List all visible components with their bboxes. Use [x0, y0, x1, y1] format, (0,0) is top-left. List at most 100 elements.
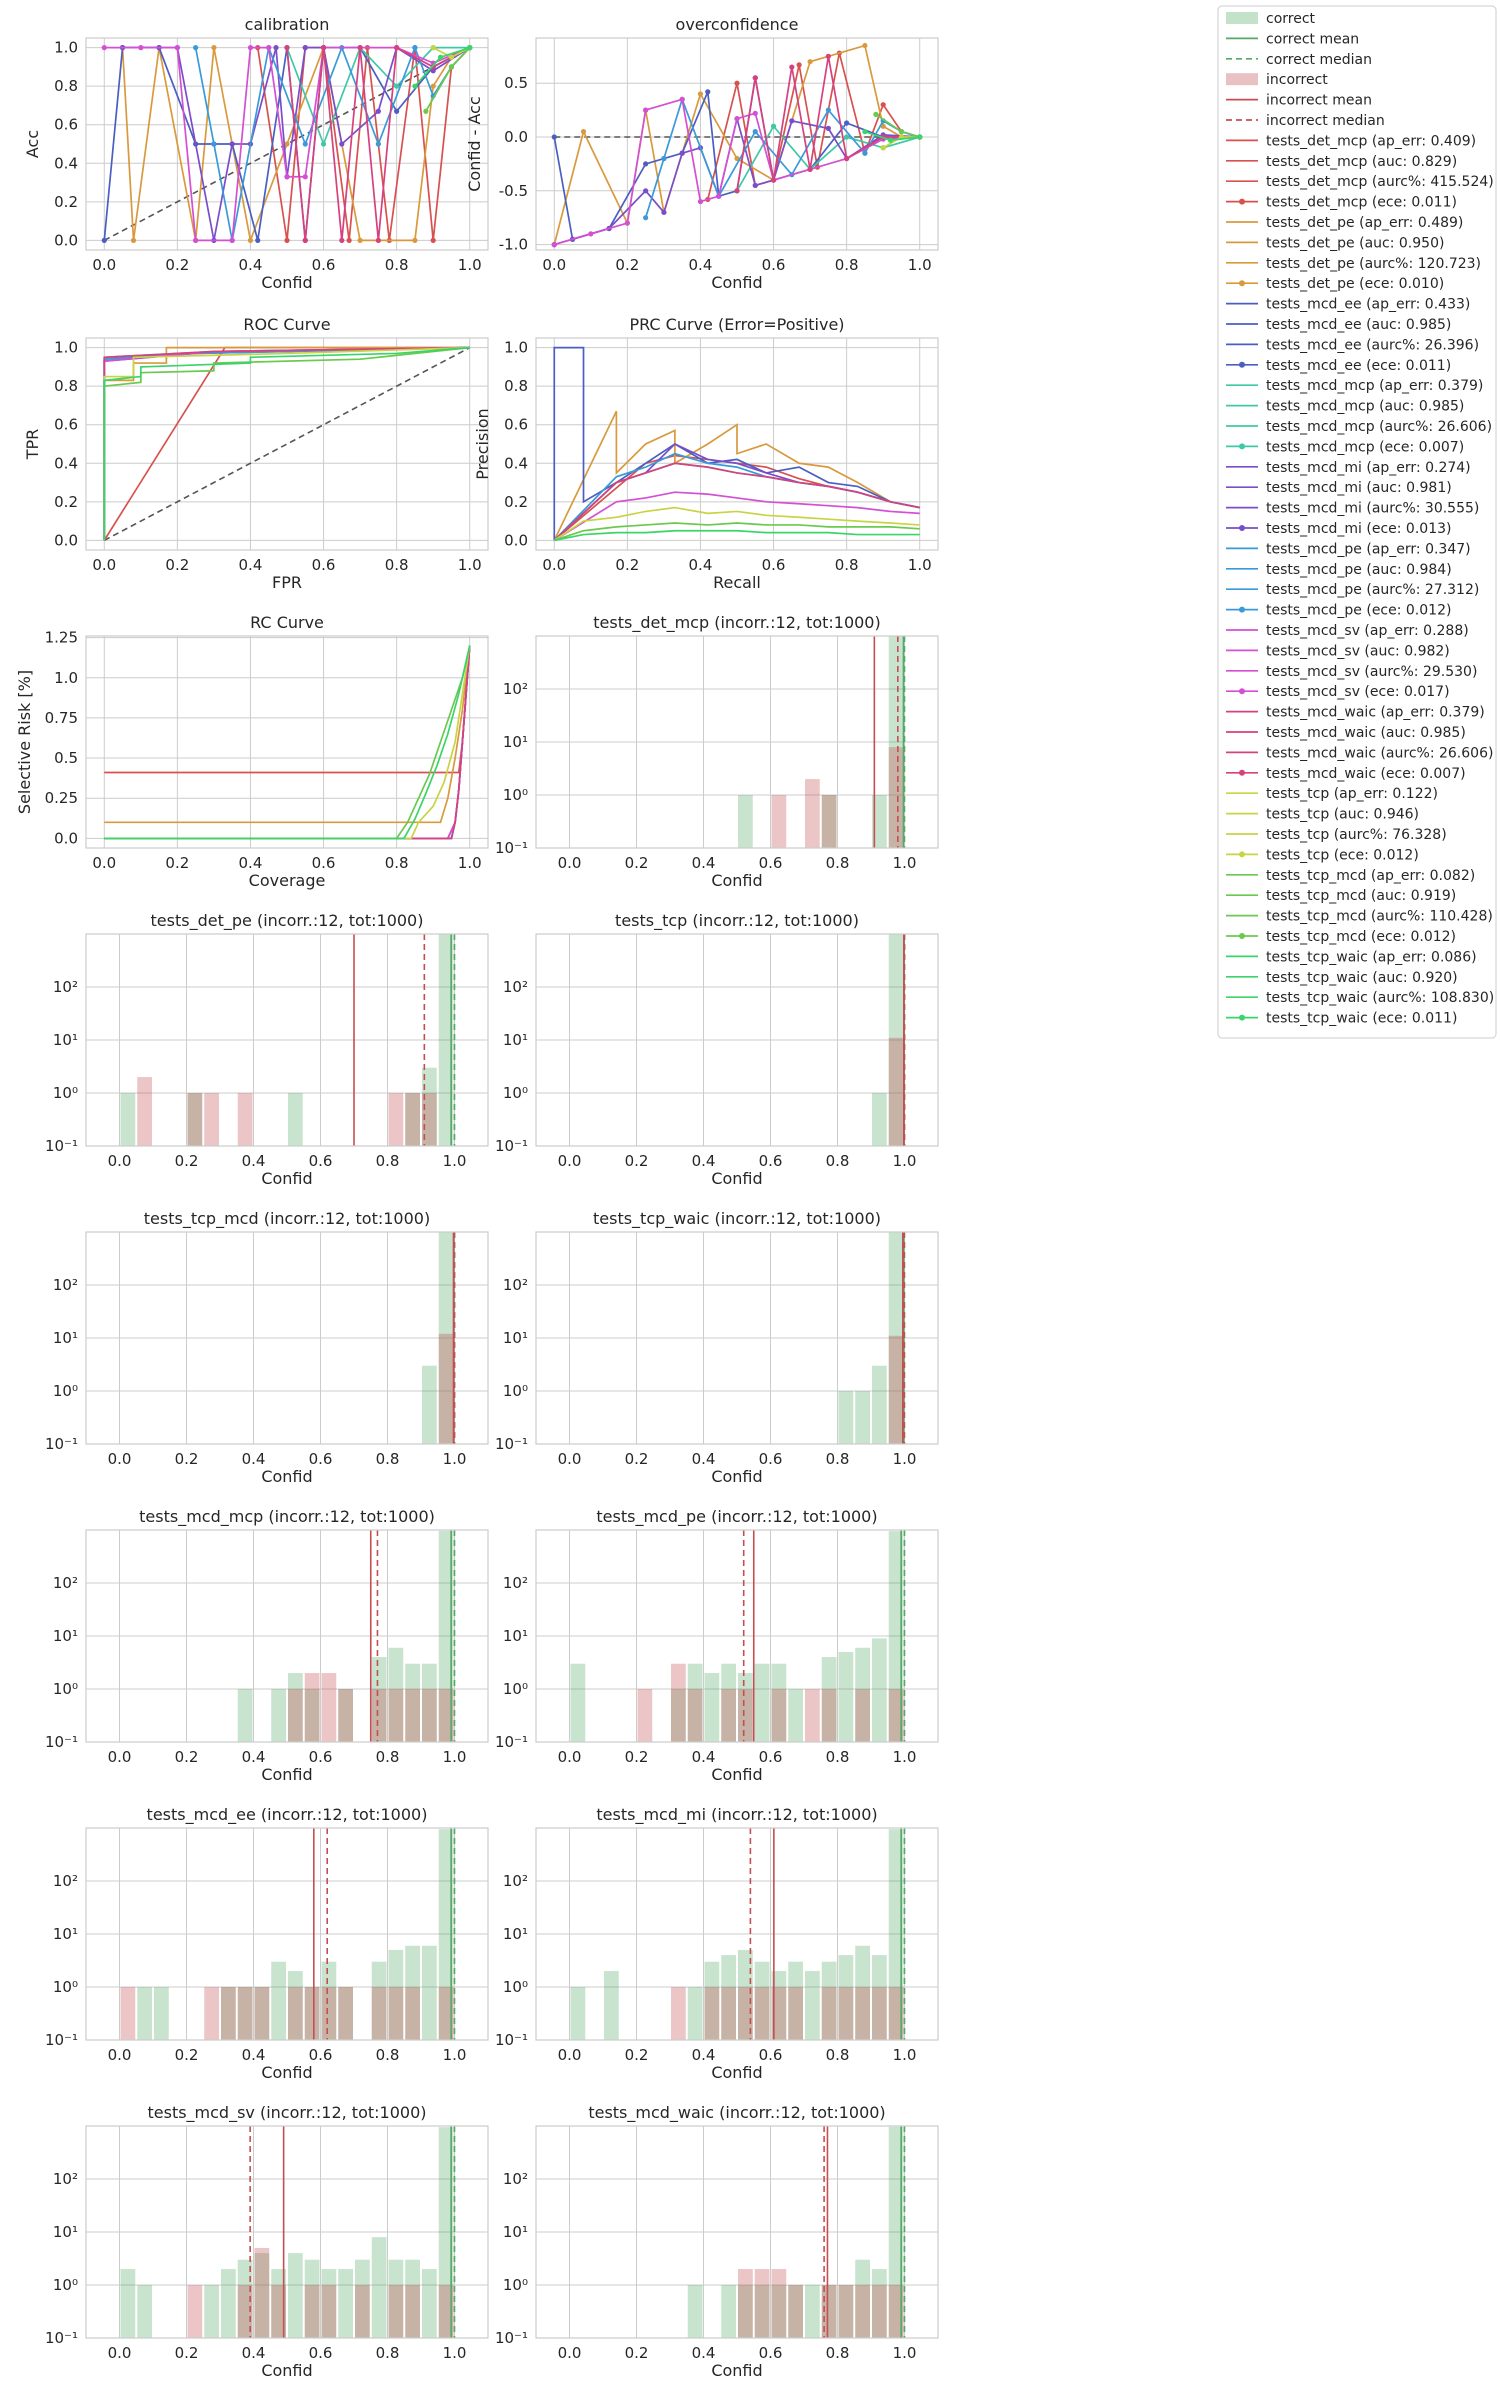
- bar-correct: [704, 1673, 720, 1742]
- legend-entry: tests_tcp (ece: 0.012): [1226, 847, 1419, 863]
- series-point-mcd_pe: [211, 141, 217, 147]
- y-tick-label: 10⁰: [53, 1978, 78, 1996]
- x-tick-label: 0.0: [558, 1450, 582, 1468]
- y-tick-label: 10¹: [53, 2223, 78, 2241]
- bar-correct: [838, 1955, 854, 2040]
- bar-correct: [288, 2253, 303, 2338]
- subplot-3: 0.0 0.2 0.4 0.6 0.8 1.0 0.0 0.2 0.4 0.6 0.8 1.0 PRC …: [473, 315, 939, 592]
- bar-incorrect: [872, 2285, 887, 2338]
- series-point-mcd_pe: [375, 141, 381, 147]
- series-point-tcp_mcd: [423, 108, 429, 114]
- series-point-mcd_waic: [320, 45, 327, 51]
- y-tick-label: 10¹: [503, 2223, 528, 2241]
- y-tick-label: 10⁻¹: [495, 2031, 528, 2049]
- x-tick-label: 0.0: [108, 2046, 132, 2064]
- bar-correct: [738, 2285, 753, 2338]
- bar-correct: [687, 1663, 703, 1742]
- legend-entry: tests_det_pe (auc: 0.950): [1226, 235, 1444, 251]
- bar-incorrect: [838, 2285, 854, 2338]
- plot-area: [553, 346, 920, 542]
- series-point-tcp_waic: [917, 134, 923, 140]
- bar-incorrect: [888, 1689, 904, 1742]
- legend-label: tests_mcd_mi (ece: 0.013): [1266, 521, 1451, 537]
- bar-incorrect: [855, 2285, 870, 2338]
- bar-incorrect: [738, 2269, 753, 2338]
- x-tick-label: 0.6: [759, 1450, 783, 1468]
- series-point-mcd_pe: [825, 107, 831, 113]
- y-tick-label: 10⁻¹: [45, 1733, 78, 1751]
- bar-correct: [738, 795, 753, 848]
- x-tick-label: 0.6: [759, 2344, 783, 2362]
- bar-correct: [872, 1093, 887, 1146]
- series-line-mcd_waic: [553, 462, 920, 541]
- series-point-det_mcp: [284, 237, 290, 243]
- bar-correct: [821, 795, 837, 848]
- x-tick-label: 0.6: [759, 1152, 783, 1170]
- series-point-mcd_sv: [643, 107, 649, 113]
- y-tick-label: 1.0: [54, 39, 78, 57]
- bar-correct: [288, 1971, 303, 2040]
- series-point-tcp_waic: [412, 83, 418, 89]
- series-point-mcd_waic: [807, 166, 813, 172]
- x-tick-label: 0.4: [242, 1450, 266, 1468]
- bar-correct: [187, 1093, 203, 1146]
- bar-correct: [438, 934, 454, 1146]
- legend-label: tests_mcd_ee (ap_err: 0.433): [1266, 297, 1470, 313]
- y-tick-label: 1.0: [54, 669, 78, 687]
- bar-correct: [237, 1987, 253, 2040]
- x-axis-label: Confid: [711, 1169, 762, 1188]
- bar-correct: [120, 2269, 136, 2338]
- bar-correct: [254, 1987, 270, 2040]
- x-tick-label: 0.4: [692, 2344, 716, 2362]
- x-tick-label: 0.0: [542, 556, 566, 574]
- bar-correct: [271, 2269, 286, 2338]
- y-tick-label: 0.8: [54, 77, 78, 95]
- x-tick-label: 0.4: [239, 854, 263, 872]
- legend-entry: tests_mcd_waic (ap_err: 0.379): [1226, 705, 1485, 721]
- bar-incorrect: [771, 1987, 787, 2040]
- series-point-det_pe: [412, 237, 418, 243]
- legend-label: correct median: [1266, 52, 1372, 68]
- series-point-mcd_sv: [284, 174, 290, 180]
- x-tick-label: 0.4: [242, 2344, 266, 2362]
- series-point-mcd_mi: [643, 188, 649, 194]
- y-tick-label: 0.6: [504, 416, 528, 434]
- bar-incorrect: [855, 1987, 870, 2040]
- series-point-mcd_waic: [284, 45, 290, 51]
- x-tick-label: 0.2: [175, 1748, 199, 1766]
- legend-label: correct mean: [1266, 31, 1359, 47]
- x-tick-label: 0.6: [309, 1450, 333, 1468]
- series-line-tcp_mcd: [104, 645, 471, 840]
- legend-entry: tests_mcd_waic (aurc%: 26.606): [1226, 745, 1493, 761]
- subplot-title: calibration: [245, 15, 330, 34]
- bar-incorrect: [704, 1987, 720, 2040]
- y-tick-label: 10⁰: [503, 1978, 528, 1996]
- series-point-mcd_ee: [394, 108, 400, 114]
- x-axis-label: FPR: [272, 573, 302, 592]
- bar-incorrect: [120, 1987, 136, 2040]
- x-tick-label: 0.4: [242, 1748, 266, 1766]
- x-tick-label: 0.0: [558, 854, 582, 872]
- y-axis-label: TPR: [23, 429, 42, 461]
- x-tick-label: 1.0: [458, 556, 482, 574]
- bar-correct: [271, 1961, 286, 2040]
- series-point-mcd_waic: [752, 75, 758, 81]
- x-axis-label: Confid: [711, 2361, 762, 2380]
- x-tick-label: 0.6: [759, 1748, 783, 1766]
- series-line-mcd_pe: [104, 645, 471, 840]
- bar-correct: [405, 1945, 420, 2040]
- series-point-mcd_waic: [339, 237, 345, 243]
- bar-correct: [788, 2285, 803, 2338]
- legend-entry: tests_mcd_sv (auc: 0.982): [1226, 643, 1450, 659]
- bar-correct: [221, 1987, 236, 2040]
- bar-incorrect: [805, 779, 820, 848]
- legend-label: incorrect median: [1266, 113, 1385, 129]
- legend-entry: correct: [1226, 11, 1316, 27]
- x-axis-label: Recall: [713, 573, 761, 592]
- subplot-4: 0.0 0.2 0.4 0.6 0.8 1.0 0.0 0.25 0.5 0.75 1.0 1.25 R…: [15, 613, 489, 890]
- legend-entry: tests_det_pe (ece: 0.010): [1226, 276, 1444, 292]
- bar-correct: [422, 2269, 437, 2338]
- legend-entry: tests_det_pe (ap_err: 0.489): [1226, 215, 1463, 231]
- legend-label: tests_mcd_waic (aurc%: 26.606): [1266, 745, 1493, 761]
- legend-label: tests_tcp_mcd (ece: 0.012): [1266, 929, 1456, 945]
